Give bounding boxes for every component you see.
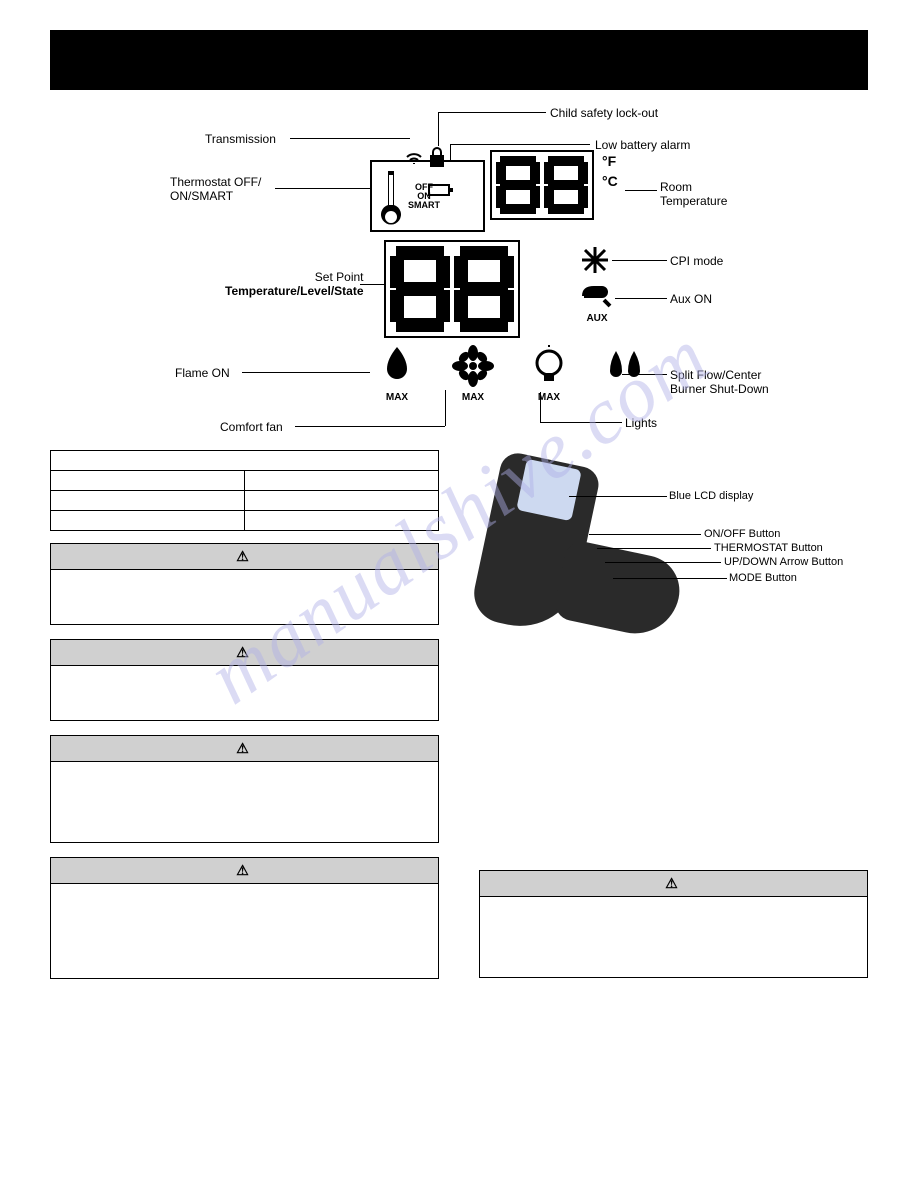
remote-lcd-screen [516,459,582,522]
spec-table [50,450,439,531]
right-column: Blue LCD display ON/OFF Button THERMOSTA… [479,450,868,992]
warning-triangle-icon: ⚠ [236,548,249,565]
leader-line [615,298,667,299]
warning-box: ⚠ [50,735,439,843]
leader-line [613,578,727,579]
lock-icon [428,146,446,173]
left-column: ⚠ ⚠ ⚠ ⚠ [50,450,439,993]
leader-line [450,144,590,145]
flame-icon: MAX [370,345,424,403]
label-comfort-fan: Comfort fan [220,420,283,434]
max-label: MAX [522,392,576,403]
leader-line [625,190,657,191]
thermometer-icon [376,167,406,225]
leader-line [605,562,721,563]
set-point-line2: Temperature/Level/State [225,284,364,298]
warning-body [51,666,438,720]
warning-triangle-icon: ⚠ [236,644,249,661]
leader-line [540,422,622,423]
leader-line [438,112,439,146]
leader-line [360,284,384,285]
leader-line [438,112,546,113]
warning-body [51,570,438,624]
label-split-flow: Split Flow/Center Burner Shut-Down [670,368,769,397]
remote-body [552,538,686,641]
unit-f: °F [602,152,618,172]
warning-box: ⚠ [50,857,439,979]
temp-units: °F °C [602,152,618,191]
table-row [51,471,439,491]
label-transmission: Transmission [205,132,276,146]
label-thermostat-button: THERMOSTAT Button [714,542,823,554]
label-set-point: Set Point Temperature/Level/State [225,270,364,299]
remote-illustration: Blue LCD display ON/OFF Button THERMOSTA… [479,450,868,680]
warning-triangle-icon: ⚠ [236,862,249,879]
table-row [51,511,439,531]
warning-header: ⚠ [51,736,438,762]
warning-body [51,762,438,842]
warning-header: ⚠ [480,871,867,897]
set-point-line1: Set Point [315,270,364,284]
label-child-lock: Child safety lock-out [550,106,658,120]
label-blue-lcd: Blue LCD display [669,490,753,502]
label-thermostat: Thermostat OFF/ ON/SMART [170,175,261,204]
label-onoff-button: ON/OFF Button [704,528,780,540]
lightbulb-icon: MAX [522,345,576,403]
warning-header: ⚠ [51,858,438,884]
label-mode-button: MODE Button [729,572,797,584]
warning-header: ⚠ [51,544,438,570]
warning-box: ⚠ [50,543,439,625]
lcd-diagram: Transmission Thermostat OFF/ ON/SMART Se… [50,100,868,440]
icon-row: MAX MAX MAX [370,345,652,403]
room-temp-digits [490,150,594,220]
label-flame-on: Flame ON [175,366,230,380]
label-lights: Lights [625,416,657,430]
leader-line [569,496,667,497]
leader-line [589,534,701,535]
aux-label: AUX [580,313,614,324]
label-arrow-button: UP/DOWN Arrow Button [724,556,843,568]
leader-line [290,138,410,139]
battery-icon [428,184,450,196]
warning-triangle-icon: ⚠ [236,740,249,757]
warning-box: ⚠ [479,870,868,978]
setpoint-digits [384,240,520,338]
warning-triangle-icon: ⚠ [665,875,678,892]
label-low-battery: Low battery alarm [595,138,690,152]
max-label: MAX [446,392,500,403]
leader-line [612,260,667,261]
unit-c: °C [602,172,618,192]
leader-line [597,548,711,549]
label-cpi: CPI mode [670,254,723,268]
label-room-temp: Room Temperature [660,180,727,209]
warning-box: ⚠ [50,639,439,721]
split-flow-icon [598,345,652,403]
snowflake-icon [580,245,610,283]
aux-icon: AUX [580,282,614,324]
label-aux-on: Aux ON [670,292,712,306]
mode-smart: SMART [408,201,440,210]
leader-line [242,372,370,373]
table-row [51,451,439,471]
table-row [51,491,439,511]
warning-header: ⚠ [51,640,438,666]
warning-body [480,897,867,977]
header-black-bar [50,30,868,90]
transmission-icon [405,148,423,171]
max-label: MAX [370,392,424,403]
leader-line [275,188,370,189]
leader-line [295,426,445,427]
fan-icon: MAX [446,345,500,403]
warning-body [51,884,438,978]
